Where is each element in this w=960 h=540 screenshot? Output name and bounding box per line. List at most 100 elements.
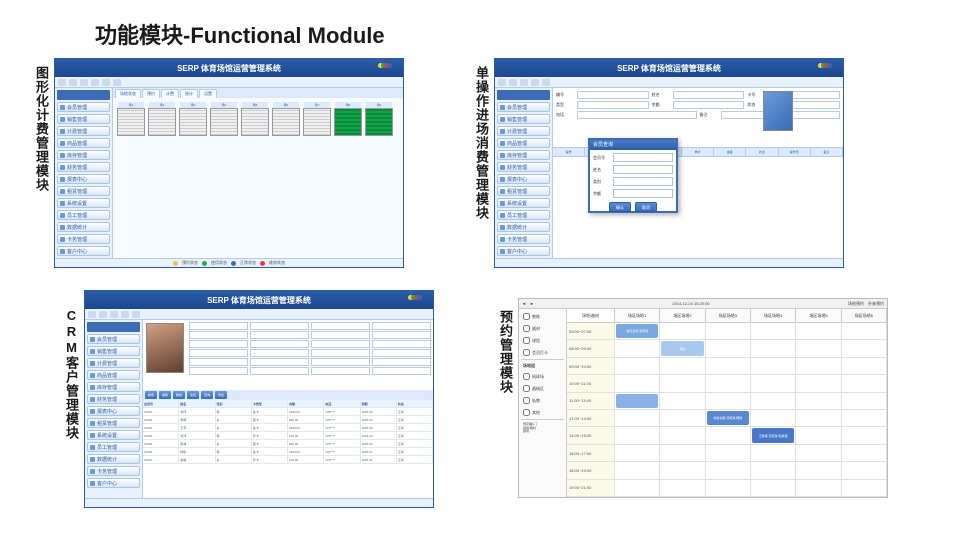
schedule-cell[interactable] — [842, 393, 887, 409]
input[interactable] — [189, 349, 248, 357]
schedule-cell[interactable] — [842, 323, 887, 339]
sidebar-item[interactable]: 商品管理 — [87, 370, 140, 380]
schedule-cell[interactable] — [660, 410, 705, 426]
ok-button[interactable]: 确认 — [609, 202, 631, 212]
schedule-cell[interactable] — [842, 445, 887, 461]
schedule-cell[interactable] — [615, 340, 660, 356]
input[interactable] — [372, 367, 431, 375]
court[interactable]: 场2 — [148, 108, 176, 136]
sidebar-item[interactable]: 库存管理 — [87, 382, 140, 392]
input[interactable] — [250, 358, 309, 366]
filter-item[interactable]: 器械区 — [521, 383, 564, 394]
schedule-cell[interactable]: 会员活动 羽毛球 — [615, 323, 660, 339]
filter-item[interactable]: 私教 — [521, 395, 564, 406]
sidebar-item[interactable]: 租赁管理 — [87, 418, 140, 428]
table-row[interactable]: 10001张伟男金卡1250.00138****2025-06正常 — [143, 408, 433, 416]
schedule-cell[interactable] — [660, 462, 705, 478]
filter-item[interactable]: 会员打卡 — [521, 347, 564, 358]
schedule-cell[interactable] — [751, 410, 796, 426]
table-row[interactable]: 10004刘洋男普卡150.00136****2024-12正常 — [143, 432, 433, 440]
sidebar-item[interactable]: 库存管理 — [497, 150, 550, 160]
schedule-cell[interactable] — [660, 427, 705, 443]
input[interactable] — [311, 340, 370, 348]
sidebar-item[interactable]: 员工管理 — [87, 442, 140, 452]
schedule-cell[interactable] — [660, 323, 705, 339]
schedule-cell[interactable] — [660, 375, 705, 391]
input[interactable] — [250, 322, 309, 330]
court-busy[interactable]: 场9 — [365, 108, 393, 136]
schedule-cell[interactable] — [842, 358, 887, 374]
court-busy[interactable]: 场8 — [334, 108, 362, 136]
sidebar-item[interactable]: 商品管理 — [497, 138, 550, 148]
schedule-cell[interactable] — [751, 393, 796, 409]
tab[interactable]: 预约 — [142, 89, 160, 98]
court[interactable]: 场1 — [117, 108, 145, 136]
court[interactable]: 场6 — [272, 108, 300, 136]
court[interactable]: 场3 — [179, 108, 207, 136]
popup-input[interactable] — [613, 165, 673, 174]
schedule-cell[interactable] — [796, 480, 841, 496]
filter-item[interactable]: 网球场 — [521, 371, 564, 382]
table-row[interactable]: 10006杨帆男金卡1650.00134****2025-07正常 — [143, 448, 433, 456]
schedule-cell[interactable] — [842, 480, 887, 496]
schedule-cell[interactable] — [615, 358, 660, 374]
input[interactable] — [250, 349, 309, 357]
schedule-cell[interactable] — [615, 393, 660, 409]
schedule-cell[interactable] — [842, 410, 887, 426]
schedule-cell[interactable] — [615, 427, 660, 443]
popup-input[interactable] — [613, 189, 673, 198]
btn[interactable]: 查询 — [201, 391, 213, 399]
sidebar-item[interactable]: 报表中心 — [497, 174, 550, 184]
schedule-cell[interactable] — [796, 393, 841, 409]
input[interactable] — [311, 322, 370, 330]
sidebar-item[interactable]: 销售管理 — [87, 346, 140, 356]
schedule-cell[interactable] — [751, 480, 796, 496]
schedule-cell[interactable] — [615, 410, 660, 426]
sidebar-item[interactable]: 商品管理 — [57, 138, 110, 148]
sidebar-item[interactable]: 销售管理 — [57, 114, 110, 124]
schedule-cell[interactable]: 预约 — [660, 340, 705, 356]
btn[interactable]: 编辑 — [159, 391, 171, 399]
sidebar-item[interactable]: 系统设置 — [497, 198, 550, 208]
sidebar-item[interactable]: 财务管理 — [87, 394, 140, 404]
sidebar-item[interactable]: 库存管理 — [57, 150, 110, 160]
popup-input[interactable] — [613, 153, 673, 162]
input[interactable] — [311, 367, 370, 375]
sidebar-item[interactable]: 数据统计 — [57, 222, 110, 232]
schedule-cell[interactable] — [796, 358, 841, 374]
sidebar-item[interactable]: 卡务管理 — [57, 234, 110, 244]
schedule-cell[interactable] — [842, 427, 887, 443]
schedule-cell[interactable] — [706, 462, 751, 478]
filter-item[interactable]: 课程 — [521, 335, 564, 346]
btn[interactable]: 新增 — [145, 391, 157, 399]
schedule-cell[interactable] — [751, 375, 796, 391]
sidebar-item[interactable]: 计费管理 — [57, 126, 110, 136]
schedule-cell[interactable] — [751, 323, 796, 339]
tab[interactable]: 设置 — [199, 89, 217, 98]
input[interactable] — [250, 367, 309, 375]
schedule-cell[interactable] — [796, 340, 841, 356]
input[interactable] — [311, 358, 370, 366]
schedule-cell[interactable] — [796, 462, 841, 478]
schedule-event[interactable]: 会员活动 羽毛球 — [616, 324, 658, 338]
input[interactable] — [577, 101, 649, 109]
tab[interactable]: 场地状态 — [115, 89, 141, 98]
input[interactable] — [673, 91, 745, 99]
schedule-cell[interactable] — [796, 427, 841, 443]
court[interactable]: 场5 — [241, 108, 269, 136]
table-row[interactable]: 10007赵敏女普卡320.00133****2025-01正常 — [143, 456, 433, 464]
schedule-cell[interactable] — [706, 323, 751, 339]
schedule-event[interactable] — [616, 394, 658, 408]
schedule-cell[interactable] — [796, 445, 841, 461]
tab[interactable]: 统计 — [180, 89, 198, 98]
sidebar-item[interactable]: 会员管理 — [497, 102, 550, 112]
sidebar-item[interactable]: 租赁管理 — [497, 186, 550, 196]
sidebar-item[interactable]: 客户中心 — [87, 478, 140, 488]
schedule-cell[interactable] — [842, 375, 887, 391]
input[interactable] — [311, 331, 370, 339]
schedule-cell[interactable] — [706, 358, 751, 374]
input[interactable] — [372, 349, 431, 357]
input[interactable] — [189, 367, 248, 375]
input[interactable] — [250, 340, 309, 348]
schedule-cell[interactable] — [615, 375, 660, 391]
